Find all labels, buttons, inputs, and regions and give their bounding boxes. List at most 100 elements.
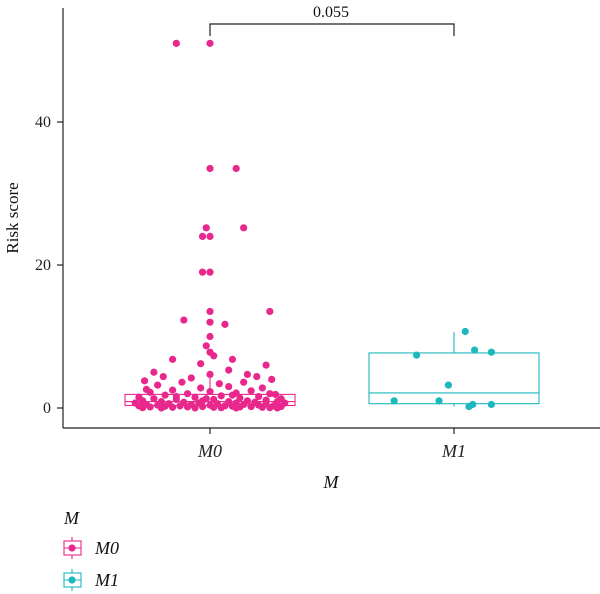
data-point xyxy=(198,232,207,240)
data-point xyxy=(271,390,280,399)
data-point xyxy=(150,395,158,403)
points-m0 xyxy=(131,39,289,412)
data-point xyxy=(247,387,255,395)
data-point xyxy=(206,268,214,276)
y-tick-label: 20 xyxy=(35,257,51,274)
data-point xyxy=(206,370,214,378)
data-point xyxy=(444,381,452,389)
data-point xyxy=(146,403,154,411)
data-point xyxy=(183,390,192,398)
data-point xyxy=(413,351,421,359)
data-point xyxy=(487,400,495,409)
data-point xyxy=(232,404,240,412)
legend-entry-m0: M0 xyxy=(63,537,119,559)
box-iqr xyxy=(368,352,540,405)
data-point xyxy=(169,403,177,411)
data-point xyxy=(262,361,270,369)
data-point xyxy=(206,164,214,173)
x-tick-label: M1 xyxy=(441,441,466,461)
data-point xyxy=(247,402,255,411)
comparison-p-value: 0.055 xyxy=(313,4,349,21)
data-point xyxy=(217,404,225,412)
legend-label: M1 xyxy=(94,570,119,590)
data-point xyxy=(273,404,281,412)
y-tick-label: 0 xyxy=(43,400,51,417)
data-point xyxy=(202,342,210,350)
data-point xyxy=(206,332,214,341)
data-point xyxy=(169,386,177,394)
data-point xyxy=(232,164,240,173)
data-point xyxy=(172,392,180,401)
data-point xyxy=(157,404,165,412)
data-point xyxy=(176,402,184,410)
data-point xyxy=(191,393,199,401)
data-point xyxy=(465,402,473,411)
data-point xyxy=(470,346,479,354)
data-point xyxy=(154,381,162,389)
data-point xyxy=(266,404,274,412)
data-point xyxy=(240,378,248,386)
data-point xyxy=(142,385,151,394)
data-point xyxy=(202,224,210,232)
data-point xyxy=(161,391,169,399)
data-point xyxy=(253,372,261,381)
data-point xyxy=(198,402,207,411)
data-point xyxy=(178,378,186,386)
data-point xyxy=(206,307,214,316)
data-point xyxy=(197,360,205,368)
data-point xyxy=(217,392,225,400)
data-point xyxy=(228,355,237,363)
data-point xyxy=(258,403,266,411)
data-point xyxy=(215,380,223,388)
data-point xyxy=(206,232,214,240)
box-m1 xyxy=(368,332,540,407)
legend-title: M xyxy=(63,508,80,528)
data-point xyxy=(225,382,233,391)
legend-key-point xyxy=(68,576,76,584)
data-point xyxy=(461,327,469,336)
data-point xyxy=(240,224,248,232)
data-point xyxy=(487,348,495,356)
tick-labels: 0 20 40 M0 M1 xyxy=(35,114,466,461)
plot-area xyxy=(124,23,540,412)
data-point xyxy=(206,318,214,326)
data-point xyxy=(266,307,274,316)
data-point xyxy=(221,320,229,328)
data-point xyxy=(236,394,244,402)
data-point xyxy=(210,352,218,360)
data-point xyxy=(225,366,233,374)
data-point xyxy=(258,384,266,392)
points-m1 xyxy=(390,327,495,411)
data-point xyxy=(150,368,158,376)
bracket-line xyxy=(209,23,455,36)
data-point xyxy=(198,268,207,276)
axes xyxy=(62,8,600,429)
data-point xyxy=(390,397,398,405)
data-point xyxy=(206,39,214,47)
data-point xyxy=(140,377,149,385)
data-point xyxy=(169,355,177,363)
legend-key-point xyxy=(68,544,76,552)
significance-bracket xyxy=(209,23,455,36)
data-point xyxy=(228,391,237,399)
data-point xyxy=(197,384,205,392)
data-point xyxy=(255,392,263,401)
data-point xyxy=(243,370,251,378)
data-point xyxy=(210,403,218,411)
data-point xyxy=(183,403,192,411)
data-point xyxy=(180,316,188,324)
data-point xyxy=(266,390,274,398)
data-point xyxy=(268,375,276,383)
data-point xyxy=(159,372,167,381)
data-point xyxy=(172,39,180,47)
data-point xyxy=(139,404,147,412)
legend-entry-m1: M1 xyxy=(63,569,119,591)
data-point xyxy=(202,395,210,403)
data-point xyxy=(206,387,214,396)
y-axis-title: Risk score xyxy=(3,182,22,253)
legend: M0 M1 xyxy=(63,537,119,591)
data-point xyxy=(187,374,195,382)
data-point xyxy=(435,397,443,405)
x-axis-title: M xyxy=(323,472,340,492)
